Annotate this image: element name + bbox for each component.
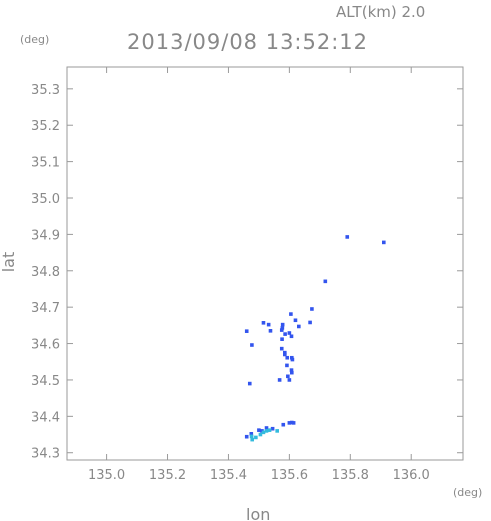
echo-point bbox=[283, 332, 287, 336]
x-tick-label: 135.0 bbox=[88, 468, 125, 483]
echo-point bbox=[264, 429, 269, 433]
echo-point bbox=[287, 378, 292, 382]
echo-point bbox=[310, 307, 314, 311]
echo-point bbox=[289, 334, 294, 339]
echo-point bbox=[261, 430, 266, 435]
echo-point bbox=[289, 312, 293, 316]
echo-point bbox=[291, 421, 296, 425]
y-tick-label: 34.9 bbox=[31, 228, 60, 243]
y-tick-label: 34.5 bbox=[31, 374, 60, 389]
x-unit-label: (deg) bbox=[453, 486, 482, 499]
y-unit-label: (deg) bbox=[20, 33, 49, 46]
echo-point bbox=[247, 381, 252, 386]
echo-point bbox=[279, 346, 284, 351]
echo-point bbox=[277, 378, 282, 382]
echo-point bbox=[290, 420, 294, 425]
echo-point bbox=[280, 322, 285, 327]
echo-point bbox=[297, 324, 301, 329]
echo-point bbox=[293, 318, 298, 323]
echo-point bbox=[345, 235, 350, 239]
echo-point bbox=[283, 350, 287, 355]
echo-point bbox=[244, 434, 249, 439]
echo-point bbox=[281, 422, 286, 427]
x-tick-label: 135.4 bbox=[210, 468, 247, 483]
echo-point bbox=[249, 434, 254, 439]
y-tick-label: 34.3 bbox=[31, 447, 60, 462]
echo-point bbox=[279, 328, 284, 332]
y-tick-label: 34.6 bbox=[31, 338, 60, 353]
echo-point bbox=[285, 363, 289, 368]
echo-point bbox=[261, 321, 266, 325]
echo-point bbox=[266, 322, 271, 327]
y-tick-label: 35.1 bbox=[31, 156, 60, 171]
echo-point bbox=[290, 370, 294, 375]
y-tick-label: 34.8 bbox=[31, 265, 60, 280]
axis-ticks: 135.0 135.2 135.4 135.6 135.8 136.0 34.3 34.4 34… bbox=[31, 67, 463, 483]
x-tick-label: 135.8 bbox=[332, 468, 369, 483]
echo-point bbox=[254, 435, 258, 440]
x-tick-label: 135.2 bbox=[149, 468, 186, 483]
echo-point bbox=[250, 343, 254, 347]
echo-point bbox=[280, 326, 285, 330]
echo-point bbox=[250, 437, 255, 442]
echo-point bbox=[290, 355, 294, 360]
y-tick-label: 34.7 bbox=[31, 301, 60, 316]
echo-point bbox=[323, 279, 328, 284]
y-tick-label: 34.4 bbox=[31, 410, 60, 425]
y-tick-label: 35.0 bbox=[31, 192, 60, 207]
echo-point bbox=[308, 320, 312, 325]
y-axis-label: lat bbox=[0, 252, 18, 273]
y-tick-label: 35.3 bbox=[31, 83, 60, 98]
x-axis-label: lon bbox=[246, 505, 270, 521]
echo-point bbox=[283, 352, 287, 357]
echo-points bbox=[244, 235, 386, 442]
echo-point bbox=[287, 331, 292, 335]
echo-point bbox=[289, 368, 294, 372]
echo-point bbox=[268, 329, 273, 333]
altitude-label: ALT(km) 2.0 bbox=[336, 3, 425, 21]
x-tick-label: 135.6 bbox=[271, 468, 308, 483]
echo-point bbox=[249, 432, 254, 436]
echo-point bbox=[257, 428, 261, 432]
plot-frame bbox=[66, 66, 464, 461]
echo-point bbox=[267, 428, 272, 432]
echo-point bbox=[264, 426, 269, 430]
echo-point bbox=[244, 329, 249, 333]
echo-point bbox=[275, 429, 279, 433]
echo-point bbox=[258, 432, 263, 437]
echo-point bbox=[280, 337, 284, 341]
echo-point bbox=[270, 426, 275, 431]
y-tick-label: 35.2 bbox=[31, 119, 60, 134]
chart-title: 2013/09/08 13:52:12 bbox=[127, 30, 368, 54]
echo-point bbox=[287, 421, 292, 425]
echo-point bbox=[290, 357, 295, 362]
echo-point bbox=[286, 374, 290, 379]
echo-point bbox=[285, 355, 290, 360]
x-tick-label: 136.0 bbox=[393, 468, 430, 483]
echo-point bbox=[382, 240, 386, 245]
